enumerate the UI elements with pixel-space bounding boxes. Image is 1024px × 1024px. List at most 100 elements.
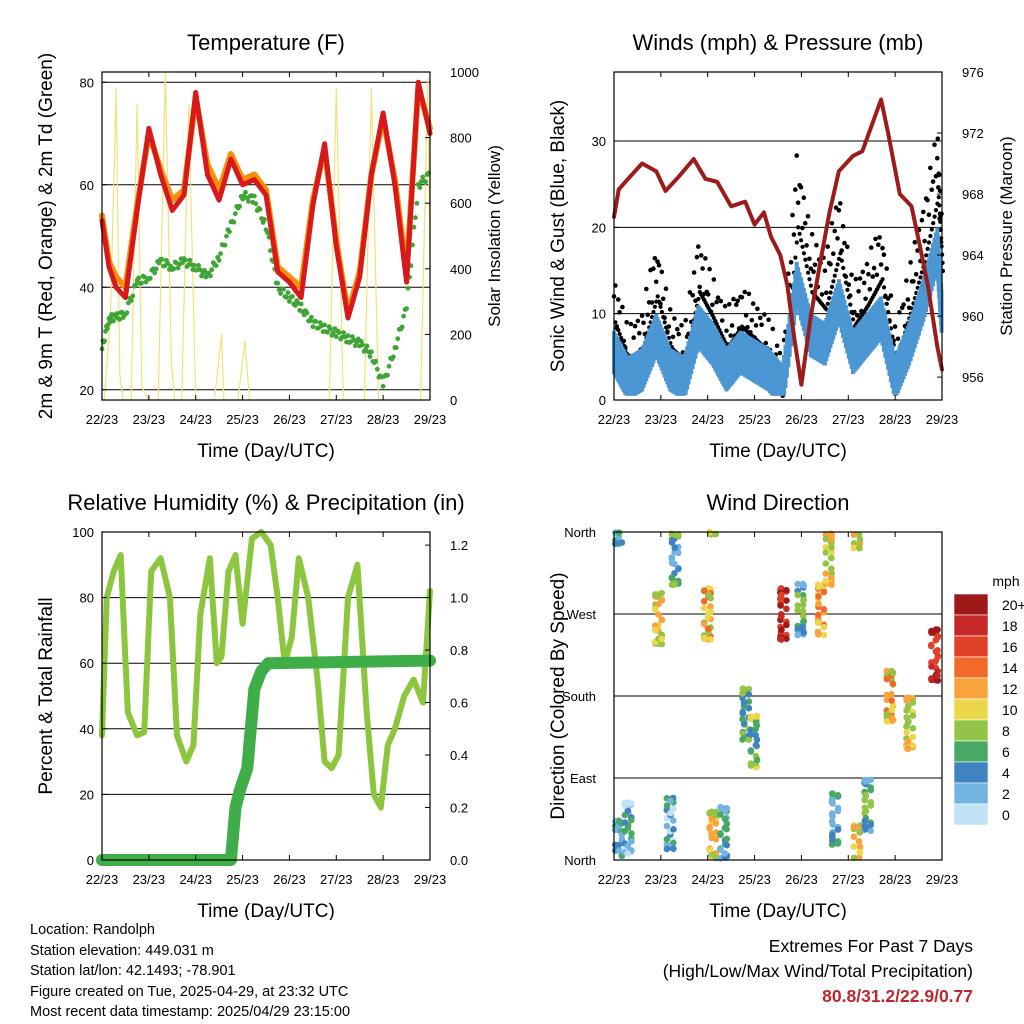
colorbar-swatch [953,677,989,700]
series-dewpoint-point [187,257,193,263]
gust-point [653,279,659,285]
direction-point [820,623,828,631]
direction-point [615,847,623,854]
gust-point [838,201,843,206]
direction-point [783,605,790,613]
panel-title: Winds (mph) & Pressure (mb) [633,30,924,55]
x-tick-label: 29/23 [926,872,959,887]
x-tick-label: 28/23 [879,412,912,427]
gust-point [662,320,667,325]
direction-point [752,731,759,739]
gust-point [743,313,749,318]
colorbar-tick-label: 4 [1002,765,1010,781]
direction-point [777,635,784,643]
direction-point [934,672,941,679]
series-dewpoint-point [385,372,390,378]
series-dewpoint-point [171,266,177,272]
gust-point [852,309,857,315]
series-total-rainfall [96,654,436,866]
series-dewpoint-point [224,233,229,239]
direction-point [706,825,713,832]
series-temp-2m [99,79,433,321]
gust-point [848,302,853,307]
x-tick-label: 23/23 [133,872,166,887]
direction-point [903,728,910,736]
gust-point [742,289,747,295]
y2-axis-label: Station Pressure (Maroon) [997,136,1016,335]
series-dewpoint-point [209,267,215,273]
gust-point [724,328,729,334]
gust-point [881,252,887,257]
direction-point [747,760,755,767]
gust-point [652,304,658,309]
direction-point [753,712,761,720]
gust-point [770,326,776,332]
colorbar-tick-label: 14 [1002,660,1018,676]
direction-point [799,607,807,615]
gust-point [731,296,736,302]
direction-point [867,786,875,794]
direction-point [668,554,676,561]
y-axis-label: Percent & Total Rainfall [36,597,57,794]
gust-point [719,318,725,323]
series-dewpoint-point [328,326,333,332]
direction-point [717,811,724,818]
series-dewpoint-point [278,291,283,296]
series-dewpoint-point [208,273,213,279]
gust-point [912,240,918,245]
series-dewpoint-point [213,263,219,268]
direction-point [883,696,891,703]
direction-point [704,625,712,633]
direction-tick-label: West [567,607,597,622]
gust-point [715,295,721,301]
series-dewpoint-point [373,358,379,364]
series-dewpoint-point [136,275,142,281]
direction-point [800,582,807,589]
direction-point [663,835,671,843]
series-dewpoint-point [310,324,316,330]
colorbar-swatch [953,593,989,616]
direction-point [855,854,863,861]
x-tick-label: 25/23 [226,412,259,427]
direction-point [723,820,731,828]
gust-point [840,224,846,229]
direction-point [717,846,724,853]
gust-point [854,313,860,318]
y-tick-label: 10 [592,307,606,322]
direction-point [834,807,842,815]
direction-point [861,804,869,812]
gust-point [878,262,884,267]
gust-point [655,294,660,299]
direction-point [828,549,835,556]
x-tick-label: 25/23 [738,872,771,887]
direction-point [700,604,708,612]
direction-point [932,636,940,644]
x-tick-label: 27/23 [320,412,353,427]
gust-point [729,323,735,328]
panel-title: Wind Direction [706,490,849,515]
gust-point [749,317,755,323]
gust-point [790,212,795,218]
x-tick-label: 23/23 [645,872,678,887]
direction-point [903,697,910,704]
station-info: Location: Randolph Station elevation: 44… [30,920,350,1023]
panel-title: Relative Humidity (%) & Precipitation (i… [67,490,464,515]
gust-point [665,329,670,334]
colorbar-tick-label: 8 [1002,723,1010,739]
direction-point [932,626,940,633]
direction-point [618,539,625,546]
gust-point [615,297,621,302]
x-tick-label: 26/23 [273,412,306,427]
panel-title: Temperature (F) [187,30,345,55]
series-dewpoint-point [333,334,339,339]
gust-point [836,208,842,213]
gust-point [739,295,745,300]
gust-point [652,255,658,261]
gust-point [718,298,724,304]
gust-point [884,266,889,271]
direction-point [934,647,941,654]
direction-point [651,606,659,613]
direction-point [828,818,836,826]
direction-point [658,589,665,597]
series-dewpoint [99,170,431,389]
